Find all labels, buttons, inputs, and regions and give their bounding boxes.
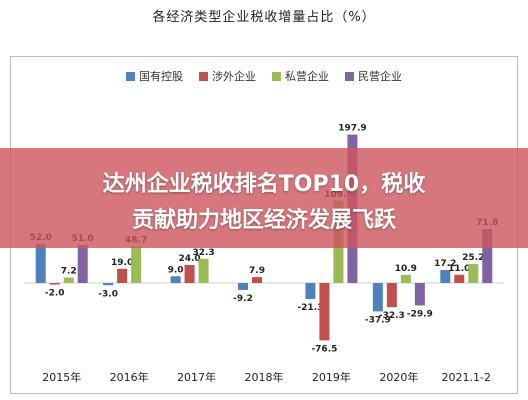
x-tick-label: 2015年 [42,370,81,384]
legend-item: 私营企业 [272,68,329,84]
bar [198,258,209,283]
bar [252,277,262,283]
bar [319,283,330,341]
bar [103,283,114,286]
x-tick-label: 2020年 [379,370,418,384]
legend: 国有控股 涉外企业 私营企业 民营企业 [0,68,528,84]
data-label: 17.2 [434,259,456,269]
legend-item: 涉外企业 [199,68,256,84]
data-label: -29.9 [407,309,433,319]
legend-label: 涉外企业 [212,70,256,83]
legend-swatch [126,71,135,81]
data-label: -37.9 [365,315,391,325]
data-label: 7.2 [61,267,77,277]
legend-item: 国有控股 [126,68,183,84]
data-label: -3.0 [98,289,118,299]
data-label: -32.3 [379,311,405,321]
data-label: 25.2 [462,253,484,263]
chart-title: 各经济类型企业税收增量占比（%） [152,10,376,25]
headline-line-2: 贡献助力地区经济发展飞跃 [131,208,396,233]
x-tick-label: 2018年 [245,370,284,384]
legend-label: 民营企业 [358,70,402,83]
bar [454,274,465,283]
legend-label: 私营企业 [285,70,329,83]
headline-line-1: 达州企业税收排名TOP10，税收 [102,172,426,197]
bar [400,274,411,283]
legend-swatch [199,71,208,81]
bar [117,268,128,283]
data-label: 24.0 [178,254,200,264]
data-label: 7.9 [249,266,265,276]
bar [49,283,60,285]
x-tick-label: 2016年 [110,370,149,384]
x-tick-label: 2021.1-2 [442,371,491,384]
legend-label: 国有控股 [139,70,183,83]
bar [440,270,451,283]
bar [77,244,88,283]
headline-overlay [0,148,528,248]
legend-swatch [272,71,281,81]
data-label: 32.3 [192,248,214,258]
bar [372,283,383,312]
data-label: 11.0 [448,264,470,274]
bar [131,246,142,283]
data-label: -2.0 [45,289,65,299]
data-label: 19.0 [111,258,133,268]
data-label: 197.9 [338,124,366,134]
data-label: 10.9 [395,264,417,274]
data-label: -9.2 [233,294,253,304]
x-tick-label: 2017年 [177,370,216,384]
bar [35,244,46,283]
data-label: -76.5 [311,344,337,354]
data-label: 9.0 [168,265,184,275]
bar [482,229,493,283]
bar [468,264,479,283]
bar [305,283,316,299]
bar [170,276,181,283]
bar [63,277,74,283]
data-label: -21.3 [297,303,323,313]
legend-swatch [345,71,354,81]
bar [238,283,248,290]
bar [386,283,397,308]
x-tick-label: 2019年 [312,370,351,384]
bar [184,265,195,283]
bar [414,283,425,306]
legend-item: 民营企业 [345,68,402,84]
